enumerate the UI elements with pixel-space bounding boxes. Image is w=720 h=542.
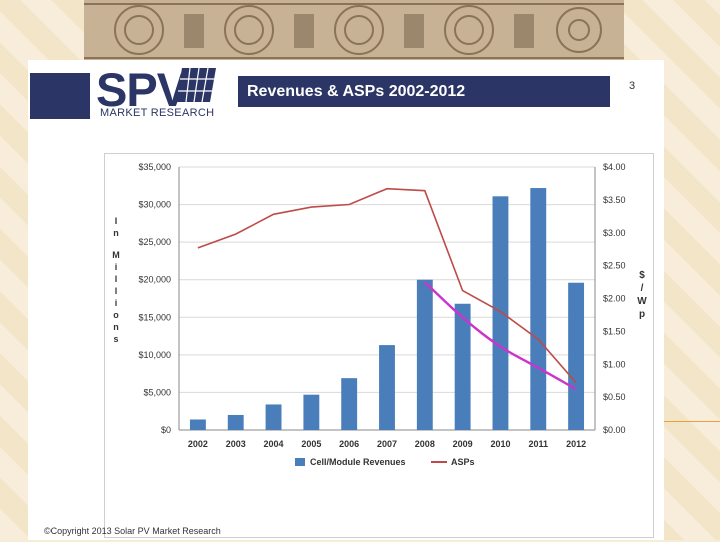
right-tick-label: $2.00 [603,294,626,304]
slide-title: Revenues & ASPs 2002-2012 [238,76,610,107]
left-tick-label: $10,000 [138,350,171,360]
logo-wordmark: SPV [96,63,188,116]
left-axis-title-char: o [113,310,119,320]
right-tick-label: $1.00 [603,359,626,369]
revenue-bar-2010 [492,196,509,430]
solar-panel-icon [176,67,216,103]
left-tick-label: $25,000 [138,237,171,247]
right-tick-label: $0.50 [603,392,626,402]
left-axis-title-char: l [115,286,118,296]
right-tick-label: $4.00 [603,162,626,172]
carved-rosette-pattern [84,0,624,62]
left-axis-title-char: i [115,262,118,272]
right-axis-title-char: W [637,296,647,307]
chart-frame: $0 $5,000 $10,000 $15,000 $20,000 $25,000 $30,… [104,153,654,538]
left-axis-title-char: n [113,322,119,332]
left-axis-title-char: I [115,216,118,226]
x-tick-label: 2007 [377,439,397,449]
right-tick-label: $3.00 [603,228,626,238]
left-axis-title-char: l [115,274,118,284]
revenue-bar-2005 [303,394,320,430]
legend-revenue-label: Cell/Module Revenues [310,457,406,467]
asp-lines [197,187,578,391]
right-axis-ticks: $0.00 $0.50 $1.00 $1.50 $2.00 $2.50 $3.00 $3.50… [603,162,626,435]
left-axis-title-char: n [113,228,119,238]
left-tick-label: $0 [161,425,171,435]
left-tick-label: $15,000 [138,312,171,322]
right-tick-label: $2.50 [603,261,626,271]
revenue-bars [189,188,585,430]
x-tick-label: 2005 [301,439,321,449]
right-axis-title-char: / [641,283,644,294]
logo-subtitle: MARKET RESEARCH [100,107,215,119]
right-tick-label: $0.00 [603,425,626,435]
revenue-bar-2003 [227,414,244,430]
right-axis-title-char: p [639,309,645,320]
x-tick-label: 2006 [339,439,359,449]
x-tick-label: 2012 [566,439,586,449]
left-axis-title-char: s [113,334,118,344]
revenue-bar-2006 [341,378,358,430]
left-axis-ticks: $0 $5,000 $10,000 $15,000 $20,000 $25,000 $30,… [138,162,171,435]
left-tick-label: $35,000 [138,162,171,172]
revenue-bar-2009 [454,303,471,430]
revenue-bar-2012 [568,282,585,430]
left-tick-label: $5,000 [143,387,171,397]
chart-legend: Cell/Module Revenues ASPs [295,457,475,467]
revenue-bar-2002 [189,419,206,430]
copyright-footer: ©Copyright 2013 Solar PV Market Research [44,526,221,536]
x-tick-label: 2010 [490,439,510,449]
slide-content: SPV MARKET RESEARCH Revenues & ASPs 2002… [28,60,664,540]
asp-line [197,187,577,384]
revenue-asp-chart: $0 $5,000 $10,000 $15,000 $20,000 $25,000 $30,… [112,162,647,467]
right-tick-label: $1.50 [603,326,626,336]
legend-asp-label: ASPs [451,457,475,467]
revenue-bar-2011 [530,188,547,430]
revenue-bar-2004 [265,404,282,430]
accent-divider [664,421,720,422]
left-axis-title-char: i [115,298,118,308]
left-axis-title-char: M [112,250,120,260]
revenue-bar-2008 [416,279,433,430]
asp-trend-curve [423,281,578,391]
legend-revenue-swatch [295,458,305,466]
decorative-carved-banner [84,0,624,62]
logo-block [30,73,90,119]
right-axis-title-char: $ [639,270,645,281]
page-number: 3 [629,80,636,92]
x-tick-label: 2003 [226,439,246,449]
left-tick-label: $20,000 [138,275,171,285]
x-axis-ticks: 2002 2003 2004 2005 2006 2007 2008 2009 2010 2011… [188,439,586,449]
x-tick-label: 2008 [415,439,435,449]
x-tick-label: 2002 [188,439,208,449]
revenue-bar-2007 [379,345,395,430]
x-tick-label: 2004 [264,439,284,449]
x-tick-label: 2009 [453,439,473,449]
right-tick-label: $3.50 [603,195,626,205]
left-tick-label: $30,000 [138,200,171,210]
x-tick-label: 2011 [529,439,549,449]
